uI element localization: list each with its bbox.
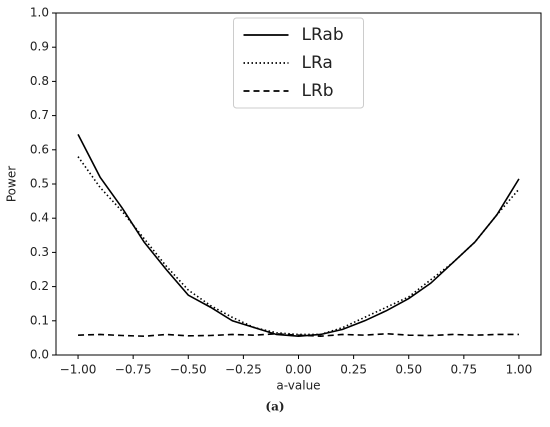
line-series — [77, 134, 520, 337]
x-tick-label: 0.25 — [340, 363, 367, 377]
y-tick-label: 0.9 — [30, 40, 49, 54]
x-tick-label: −0.25 — [225, 363, 262, 377]
caption: (a) — [265, 400, 284, 414]
y-tick-label: 0.6 — [30, 142, 49, 156]
y-tick-label: 0.0 — [30, 348, 49, 362]
y-axis-label: Power — [5, 166, 19, 202]
x-tick-label: 0.00 — [285, 363, 312, 377]
x-axis-label: a-value — [276, 379, 320, 393]
x-tick-label: −1.00 — [60, 363, 97, 377]
x-tick-label: 0.50 — [395, 363, 422, 377]
y-tick-label: 0.5 — [30, 177, 49, 191]
y-tick-label: 0.7 — [30, 108, 49, 122]
y-tick-label: 1.0 — [30, 6, 49, 20]
line-series — [78, 332, 519, 337]
legend-box — [233, 17, 364, 109]
y-tick-label: 0.1 — [30, 313, 49, 327]
y-tick-label: 0.2 — [30, 279, 49, 293]
y-tick-label: 0.4 — [30, 211, 49, 225]
y-tick-label: 0.3 — [30, 245, 49, 259]
x-tick-label: −0.75 — [115, 363, 152, 377]
legend-label: LRab — [302, 25, 344, 45]
x-tick-label: −0.50 — [170, 363, 207, 377]
x-tick-label: 1.00 — [506, 363, 533, 377]
x-tick-label: 0.75 — [450, 363, 477, 377]
y-tick-label: 0.8 — [30, 74, 49, 88]
legend-label: LRb — [302, 81, 334, 101]
line-series — [77, 156, 520, 336]
legend-label: LRa — [302, 53, 333, 73]
